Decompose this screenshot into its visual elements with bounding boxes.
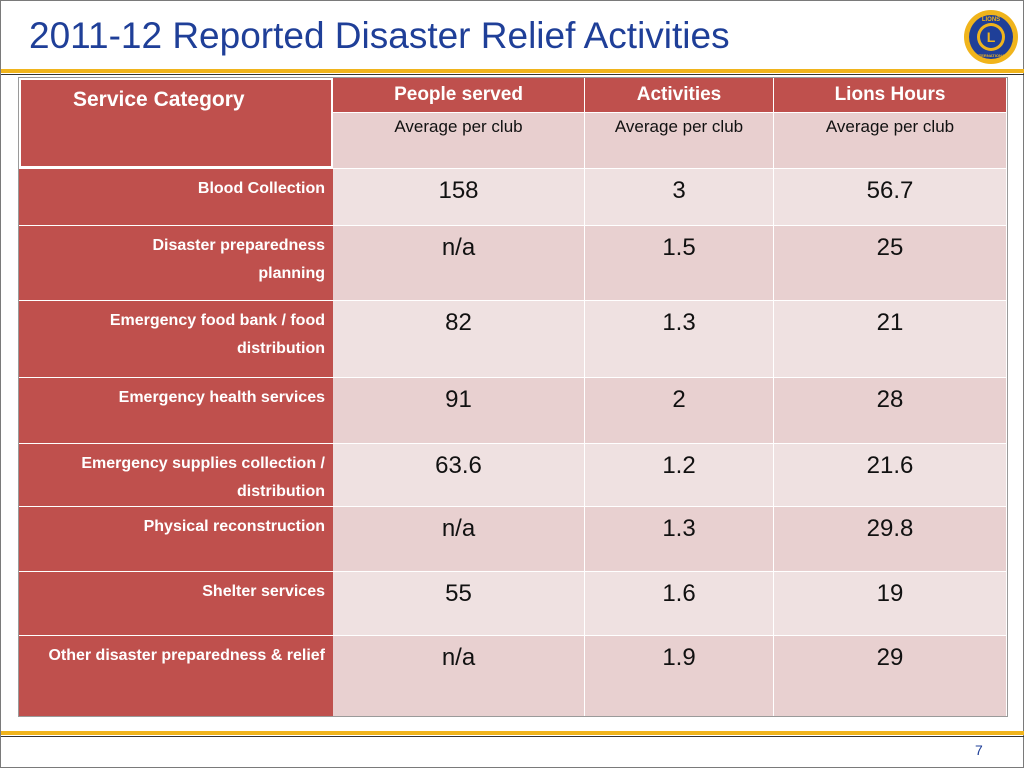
table-cell: n/a: [333, 506, 585, 571]
table-cell: 55: [333, 571, 585, 635]
table-cell: 63.6: [333, 443, 585, 506]
category-header: Service Category: [18, 77, 334, 169]
row-label-emergency-health-services: Emergency health services: [19, 377, 333, 443]
row-label-blood-collection: Blood Collection: [19, 168, 333, 225]
column-subheader-people-served: Average per club: [333, 112, 585, 168]
lions-international-logo-icon: LIONS L INTERNATIONAL: [964, 10, 1018, 64]
table-cell: n/a: [333, 225, 585, 300]
table-cell: 1.2: [585, 443, 774, 506]
table-cell: 56.7: [774, 168, 1007, 225]
column-header-activities: Activities: [585, 78, 774, 112]
page-number: 7: [975, 742, 983, 758]
header-rule: [1, 69, 1024, 73]
column-subheader-lions-hours: Average per club: [774, 112, 1007, 168]
table-cell: 19: [774, 571, 1007, 635]
table-cell: 158: [333, 168, 585, 225]
table-cell: 1.5: [585, 225, 774, 300]
table-cell: 1.3: [585, 506, 774, 571]
slide-title: 2011-12 Reported Disaster Relief Activit…: [29, 15, 730, 56]
row-label-other-disaster-preparedness: Other disaster preparedness & relief: [19, 635, 333, 716]
table-cell: 1.3: [585, 300, 774, 377]
table-cell: 1.9: [585, 635, 774, 716]
disaster-relief-table: Service Category People served Activitie…: [18, 77, 1008, 717]
table-cell: 1.6: [585, 571, 774, 635]
table-cell: 28: [774, 377, 1007, 443]
table-cell: 82: [333, 300, 585, 377]
logo-text-top: LIONS: [982, 17, 1000, 23]
footer-rule: [1, 731, 1024, 735]
column-subheader-activities: Average per club: [585, 112, 774, 168]
table-cell: 29.8: [774, 506, 1007, 571]
table-cell: 21: [774, 300, 1007, 377]
column-header-people-served: People served: [333, 78, 585, 112]
table-cell: 91: [333, 377, 585, 443]
logo-text-center: L: [987, 29, 996, 45]
table-cell: 2: [585, 377, 774, 443]
header-rule-thin: [1, 74, 1024, 75]
row-label-emergency-supplies-collection: Emergency supplies collection / distribu…: [19, 443, 333, 506]
table-cell: 21.6: [774, 443, 1007, 506]
column-header-lions-hours: Lions Hours: [774, 78, 1007, 112]
footer-rule-thin: [1, 736, 1024, 737]
table-cell: n/a: [333, 635, 585, 716]
table-cell: 29: [774, 635, 1007, 716]
row-label-shelter-services: Shelter services: [19, 571, 333, 635]
table-cell: 25: [774, 225, 1007, 300]
logo-text-bottom: INTERNATIONAL: [975, 53, 1008, 58]
row-label-physical-reconstruction: Physical reconstruction: [19, 506, 333, 571]
row-label-emergency-food-bank: Emergency food bank / food distribution: [19, 300, 333, 377]
row-label-disaster-preparedness-planning: Disaster preparedness planning: [19, 225, 333, 300]
table-cell: 3: [585, 168, 774, 225]
